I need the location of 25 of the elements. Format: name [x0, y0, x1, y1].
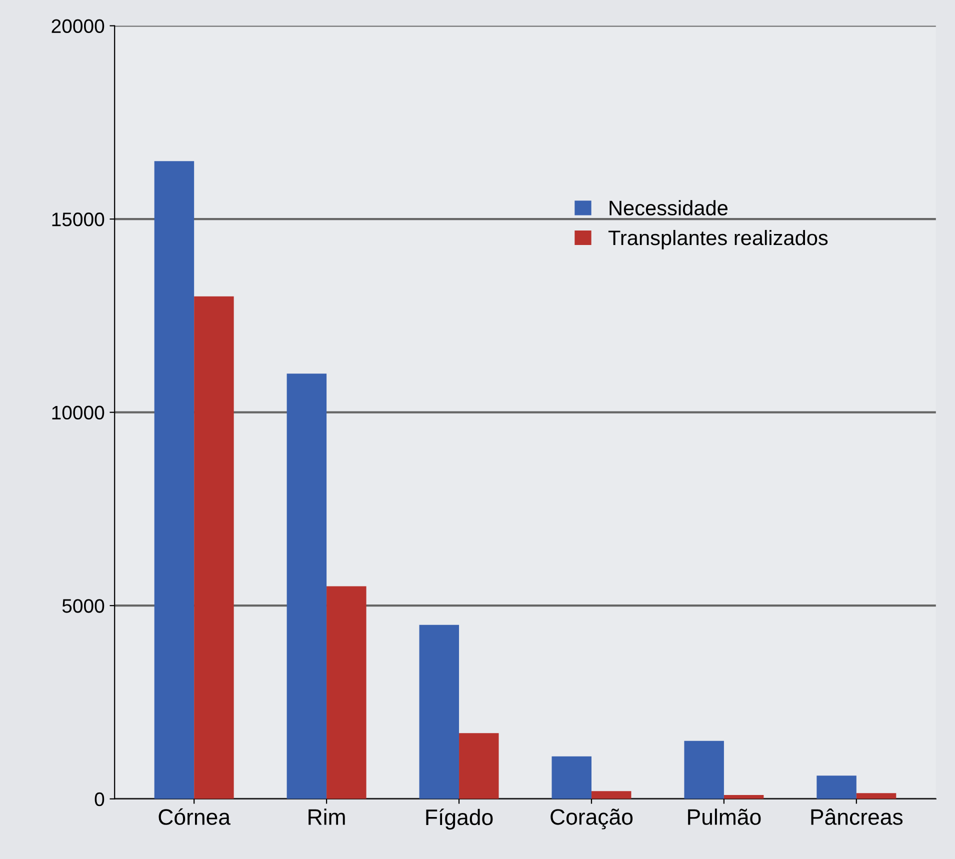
bar: [724, 795, 764, 799]
bar: [591, 791, 632, 799]
bar: [552, 756, 592, 799]
y-tick-label: 0: [94, 792, 104, 806]
bar: [684, 740, 724, 799]
bar: [194, 296, 234, 799]
bar: [856, 793, 896, 799]
bar: [326, 586, 366, 799]
bar: [816, 776, 856, 799]
x-tick-label: Córnea: [158, 808, 231, 825]
x-tick-label: Rim: [308, 808, 345, 825]
y-tick-label: 15000: [52, 212, 104, 226]
y-tick-label: 20000: [52, 19, 104, 34]
bar: [459, 733, 499, 799]
legend-label: Transplantes realizados: [608, 230, 828, 250]
bar: [286, 374, 327, 799]
legend-label: Necessidade: [610, 200, 728, 216]
x-tick-label: Pâncreas: [811, 808, 903, 825]
y-tick-label: 10000: [52, 406, 104, 420]
bar: [419, 624, 460, 799]
x-tick-label: Coração: [550, 808, 633, 830]
bar: [154, 161, 194, 799]
x-tick-label: Pulmão: [688, 808, 761, 825]
x-tick-label: Fígado: [426, 808, 493, 830]
y-tick-label: 5000: [62, 599, 104, 613]
